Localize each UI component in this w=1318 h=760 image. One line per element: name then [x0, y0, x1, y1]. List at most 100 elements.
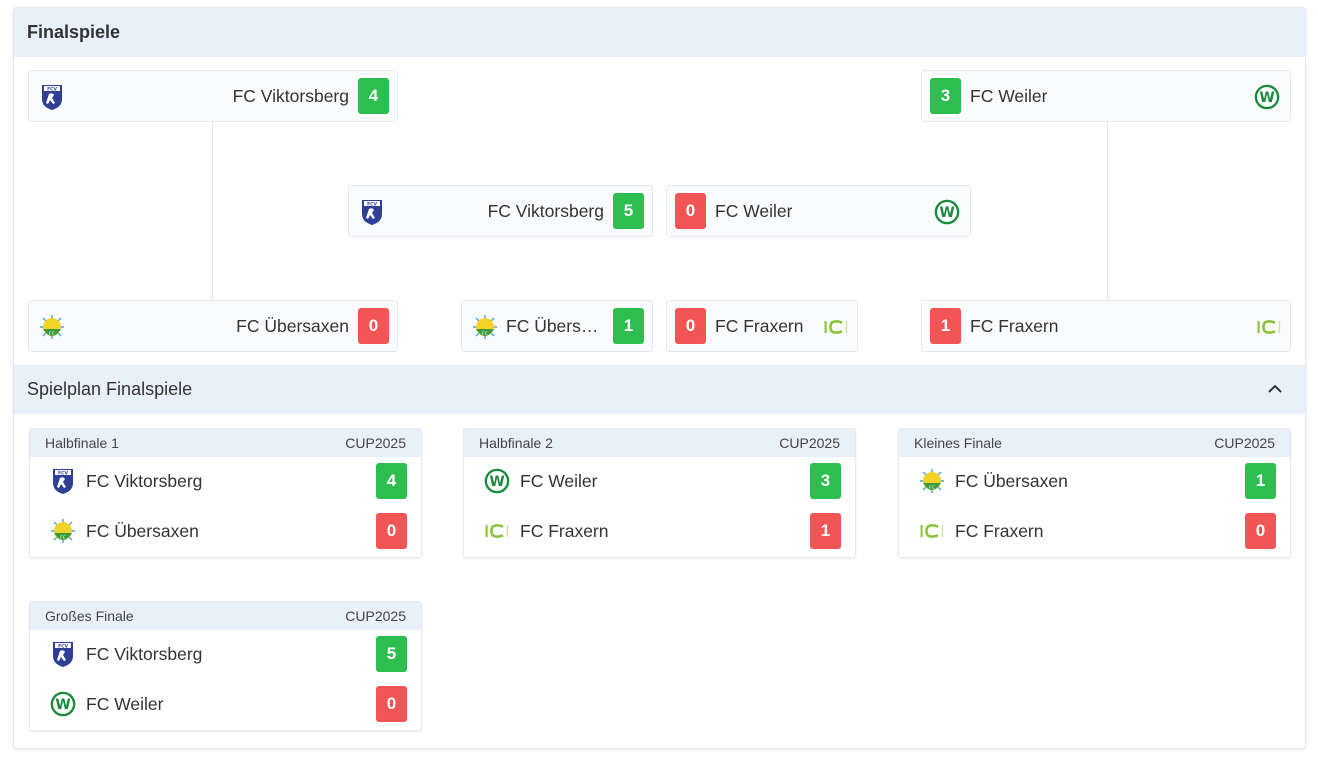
score-badge: 4	[376, 463, 407, 499]
weiler-logo-icon: W	[50, 690, 76, 718]
score-badge: 0	[376, 686, 407, 722]
round-label: Halbfinale 1	[45, 435, 119, 451]
team-name: FC Übersaxen	[955, 470, 1068, 491]
fraxern-logo-icon	[919, 517, 945, 545]
uebersaxen-logo-icon: FC	[39, 313, 65, 341]
bracket-sf2-away[interactable]: 1 FC Fraxern	[921, 300, 1291, 352]
finals-header: Finalspiele	[14, 8, 1305, 57]
svg-text:W: W	[1259, 90, 1274, 106]
svg-text:FC: FC	[929, 485, 935, 491]
schedule-card-header: Halbfinale 2 CUP2025	[464, 429, 855, 457]
schedule-team-row: FC FC Übersaxen 0	[30, 513, 421, 549]
team-name: FC Viktorsberg	[86, 470, 203, 491]
score-badge: 0	[1245, 513, 1276, 549]
viktorsberg-logo-icon: FCV	[359, 198, 385, 226]
team-name: FC Fraxern	[970, 315, 1059, 336]
team-name: FC Fraxern	[715, 315, 804, 336]
svg-text:W: W	[55, 697, 70, 713]
team-name: FC Weiler	[520, 470, 598, 491]
score-badge: 5	[613, 193, 644, 229]
schedule-card-kleines-finale[interactable]: Kleines Finale CUP2025 FC FC Übersaxen 1…	[898, 428, 1291, 558]
bracket-connector-left	[212, 122, 213, 300]
bracket-sf1-home[interactable]: FCV FC Viktorsberg 4	[28, 70, 398, 122]
viktorsberg-logo-icon: FCV	[39, 83, 65, 111]
uebersaxen-logo-icon: FC	[472, 313, 498, 341]
team-name: FC Übersaxen	[506, 315, 604, 336]
weiler-logo-icon: W	[484, 467, 510, 495]
competition-code: CUP2025	[345, 608, 406, 624]
score-badge: 0	[675, 308, 706, 344]
round-label: Halbfinale 2	[479, 435, 553, 451]
competition-code: CUP2025	[779, 435, 840, 451]
weiler-logo-icon: W	[934, 198, 960, 226]
fraxern-logo-icon	[484, 517, 510, 545]
team-name: FC Viktorsberg	[86, 643, 203, 664]
svg-text:FCV: FCV	[47, 86, 57, 92]
score-badge: 3	[930, 78, 961, 114]
schedule-header[interactable]: Spielplan Finalspiele	[14, 365, 1305, 414]
bracket-final-away[interactable]: 0 FC Weiler W	[666, 185, 971, 237]
team-name: FC Viktorsberg	[232, 85, 349, 106]
bracket-connector-right	[1107, 122, 1108, 300]
score-badge: 0	[675, 193, 706, 229]
finals-card: Finalspiele FCV FC Viktorsberg 4 3 FC We…	[13, 7, 1306, 749]
score-badge: 1	[810, 513, 841, 549]
svg-text:FCV: FCV	[58, 643, 68, 649]
viktorsberg-logo-icon: FCV	[50, 640, 76, 668]
schedule-team-row: FCV FC Viktorsberg 4	[30, 463, 421, 499]
score-badge: 1	[1245, 463, 1276, 499]
score-badge: 0	[376, 513, 407, 549]
bracket-sf2-home[interactable]: 3 FC Weiler W	[921, 70, 1291, 122]
svg-text:FC: FC	[482, 331, 488, 337]
round-label: Großes Finale	[45, 608, 134, 624]
svg-text:FC: FC	[60, 535, 66, 541]
schedule-title: Spielplan Finalspiele	[27, 379, 193, 399]
fraxern-logo-icon	[823, 313, 849, 341]
schedule-team-row: W FC Weiler 0	[30, 686, 421, 722]
schedule-card-halbfinale-2[interactable]: Halbfinale 2 CUP2025 W FC Weiler 3 FC Fr…	[463, 428, 856, 558]
schedule-team-row: FC FC Übersaxen 1	[899, 463, 1290, 499]
team-name: FC Weiler	[715, 200, 793, 221]
schedule-team-row: FC Fraxern 0	[899, 513, 1290, 549]
team-name: FC Übersaxen	[86, 520, 199, 541]
schedule-card-halbfinale-1[interactable]: Halbfinale 1 CUP2025 FCV FC Viktorsberg …	[29, 428, 422, 558]
svg-text:FC: FC	[49, 331, 55, 337]
uebersaxen-logo-icon: FC	[50, 517, 76, 545]
fraxern-logo-icon	[1256, 313, 1282, 341]
schedule-card-header: Halbfinale 1 CUP2025	[30, 429, 421, 457]
finals-title: Finalspiele	[27, 22, 121, 42]
round-label: Kleines Finale	[914, 435, 1002, 451]
bracket-final-home[interactable]: FCV FC Viktorsberg 5	[348, 185, 653, 237]
team-name: FC Viktorsberg	[487, 200, 604, 221]
score-badge: 1	[930, 308, 961, 344]
score-badge: 4	[358, 78, 389, 114]
schedule-card-grosses-finale[interactable]: Großes Finale CUP2025 FCV FC Viktorsberg…	[29, 601, 422, 731]
schedule-card-header: Großes Finale CUP2025	[30, 602, 421, 630]
score-badge: 3	[810, 463, 841, 499]
bracket-third-away[interactable]: 0 FC Fraxern	[666, 300, 858, 352]
viktorsberg-logo-icon: FCV	[50, 467, 76, 495]
team-name: FC Übersaxen	[236, 315, 349, 336]
team-name: FC Weiler	[970, 85, 1048, 106]
score-badge: 1	[613, 308, 644, 344]
svg-text:W: W	[489, 474, 504, 490]
weiler-logo-icon: W	[1254, 83, 1280, 111]
competition-code: CUP2025	[1214, 435, 1275, 451]
svg-text:FCV: FCV	[58, 470, 68, 476]
score-badge: 0	[358, 308, 389, 344]
chevron-up-icon[interactable]	[1265, 379, 1285, 399]
uebersaxen-logo-icon: FC	[919, 467, 945, 495]
svg-text:FCV: FCV	[367, 201, 377, 207]
schedule-team-row: FCV FC Viktorsberg 5	[30, 636, 421, 672]
svg-text:W: W	[939, 205, 954, 221]
schedule-team-row: FC Fraxern 1	[464, 513, 855, 549]
schedule-team-row: W FC Weiler 3	[464, 463, 855, 499]
bracket-sf1-away[interactable]: FC FC Übersaxen 0	[28, 300, 398, 352]
score-badge: 5	[376, 636, 407, 672]
schedule-card-header: Kleines Finale CUP2025	[899, 429, 1290, 457]
competition-code: CUP2025	[345, 435, 406, 451]
bracket-third-home[interactable]: FC FC Übersaxen 1	[461, 300, 653, 352]
team-name: FC Fraxern	[520, 520, 609, 541]
team-name: FC Weiler	[86, 693, 164, 714]
team-name: FC Fraxern	[955, 520, 1044, 541]
